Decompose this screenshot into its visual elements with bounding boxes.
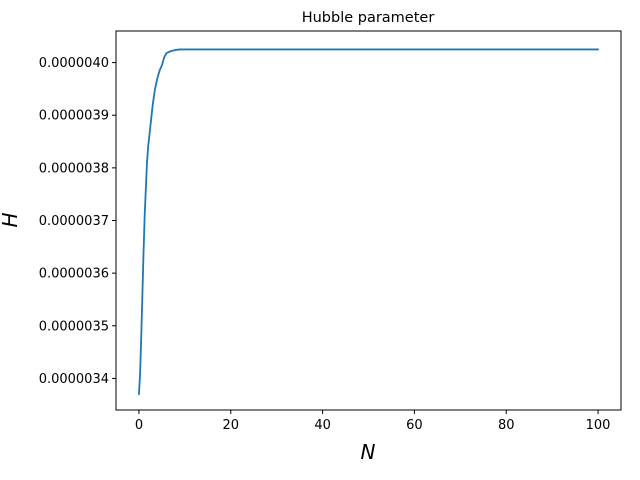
chart-title: Hubble parameter [302,10,435,26]
y-tick-label: 0.0000035 [39,319,109,334]
y-tick-label: 0.0000039 [39,109,109,124]
x-tick-label: 80 [498,418,515,433]
x-axis-label: N [361,440,376,464]
plot-area: 0 20 40 60 80 100 0.0000034 0.0000035 0.0000036… [39,30,622,433]
x-tick-label: 40 [314,418,331,433]
x-tick-label: 20 [222,418,239,433]
y-axis-label: H [0,212,22,227]
y-tick-label: 0.0000037 [39,214,109,229]
series-line-0 [138,48,599,396]
y-tick-label: 0.0000034 [39,372,109,387]
x-tick-label: 60 [406,418,423,433]
x-axis-ticks: 0 20 40 60 80 100 [135,410,611,433]
y-axis-ticks: 0.0000034 0.0000035 0.0000036 0.0000037 0.00… [39,56,116,387]
y-tick-label: 0.0000040 [39,56,109,71]
y-tick-label: 0.0000036 [39,267,109,282]
x-tick-label: 0 [135,418,143,433]
series-layer [138,48,599,396]
axes-frame [115,30,622,411]
x-tick-label: 100 [586,418,611,433]
y-tick-label: 0.0000038 [39,161,109,176]
